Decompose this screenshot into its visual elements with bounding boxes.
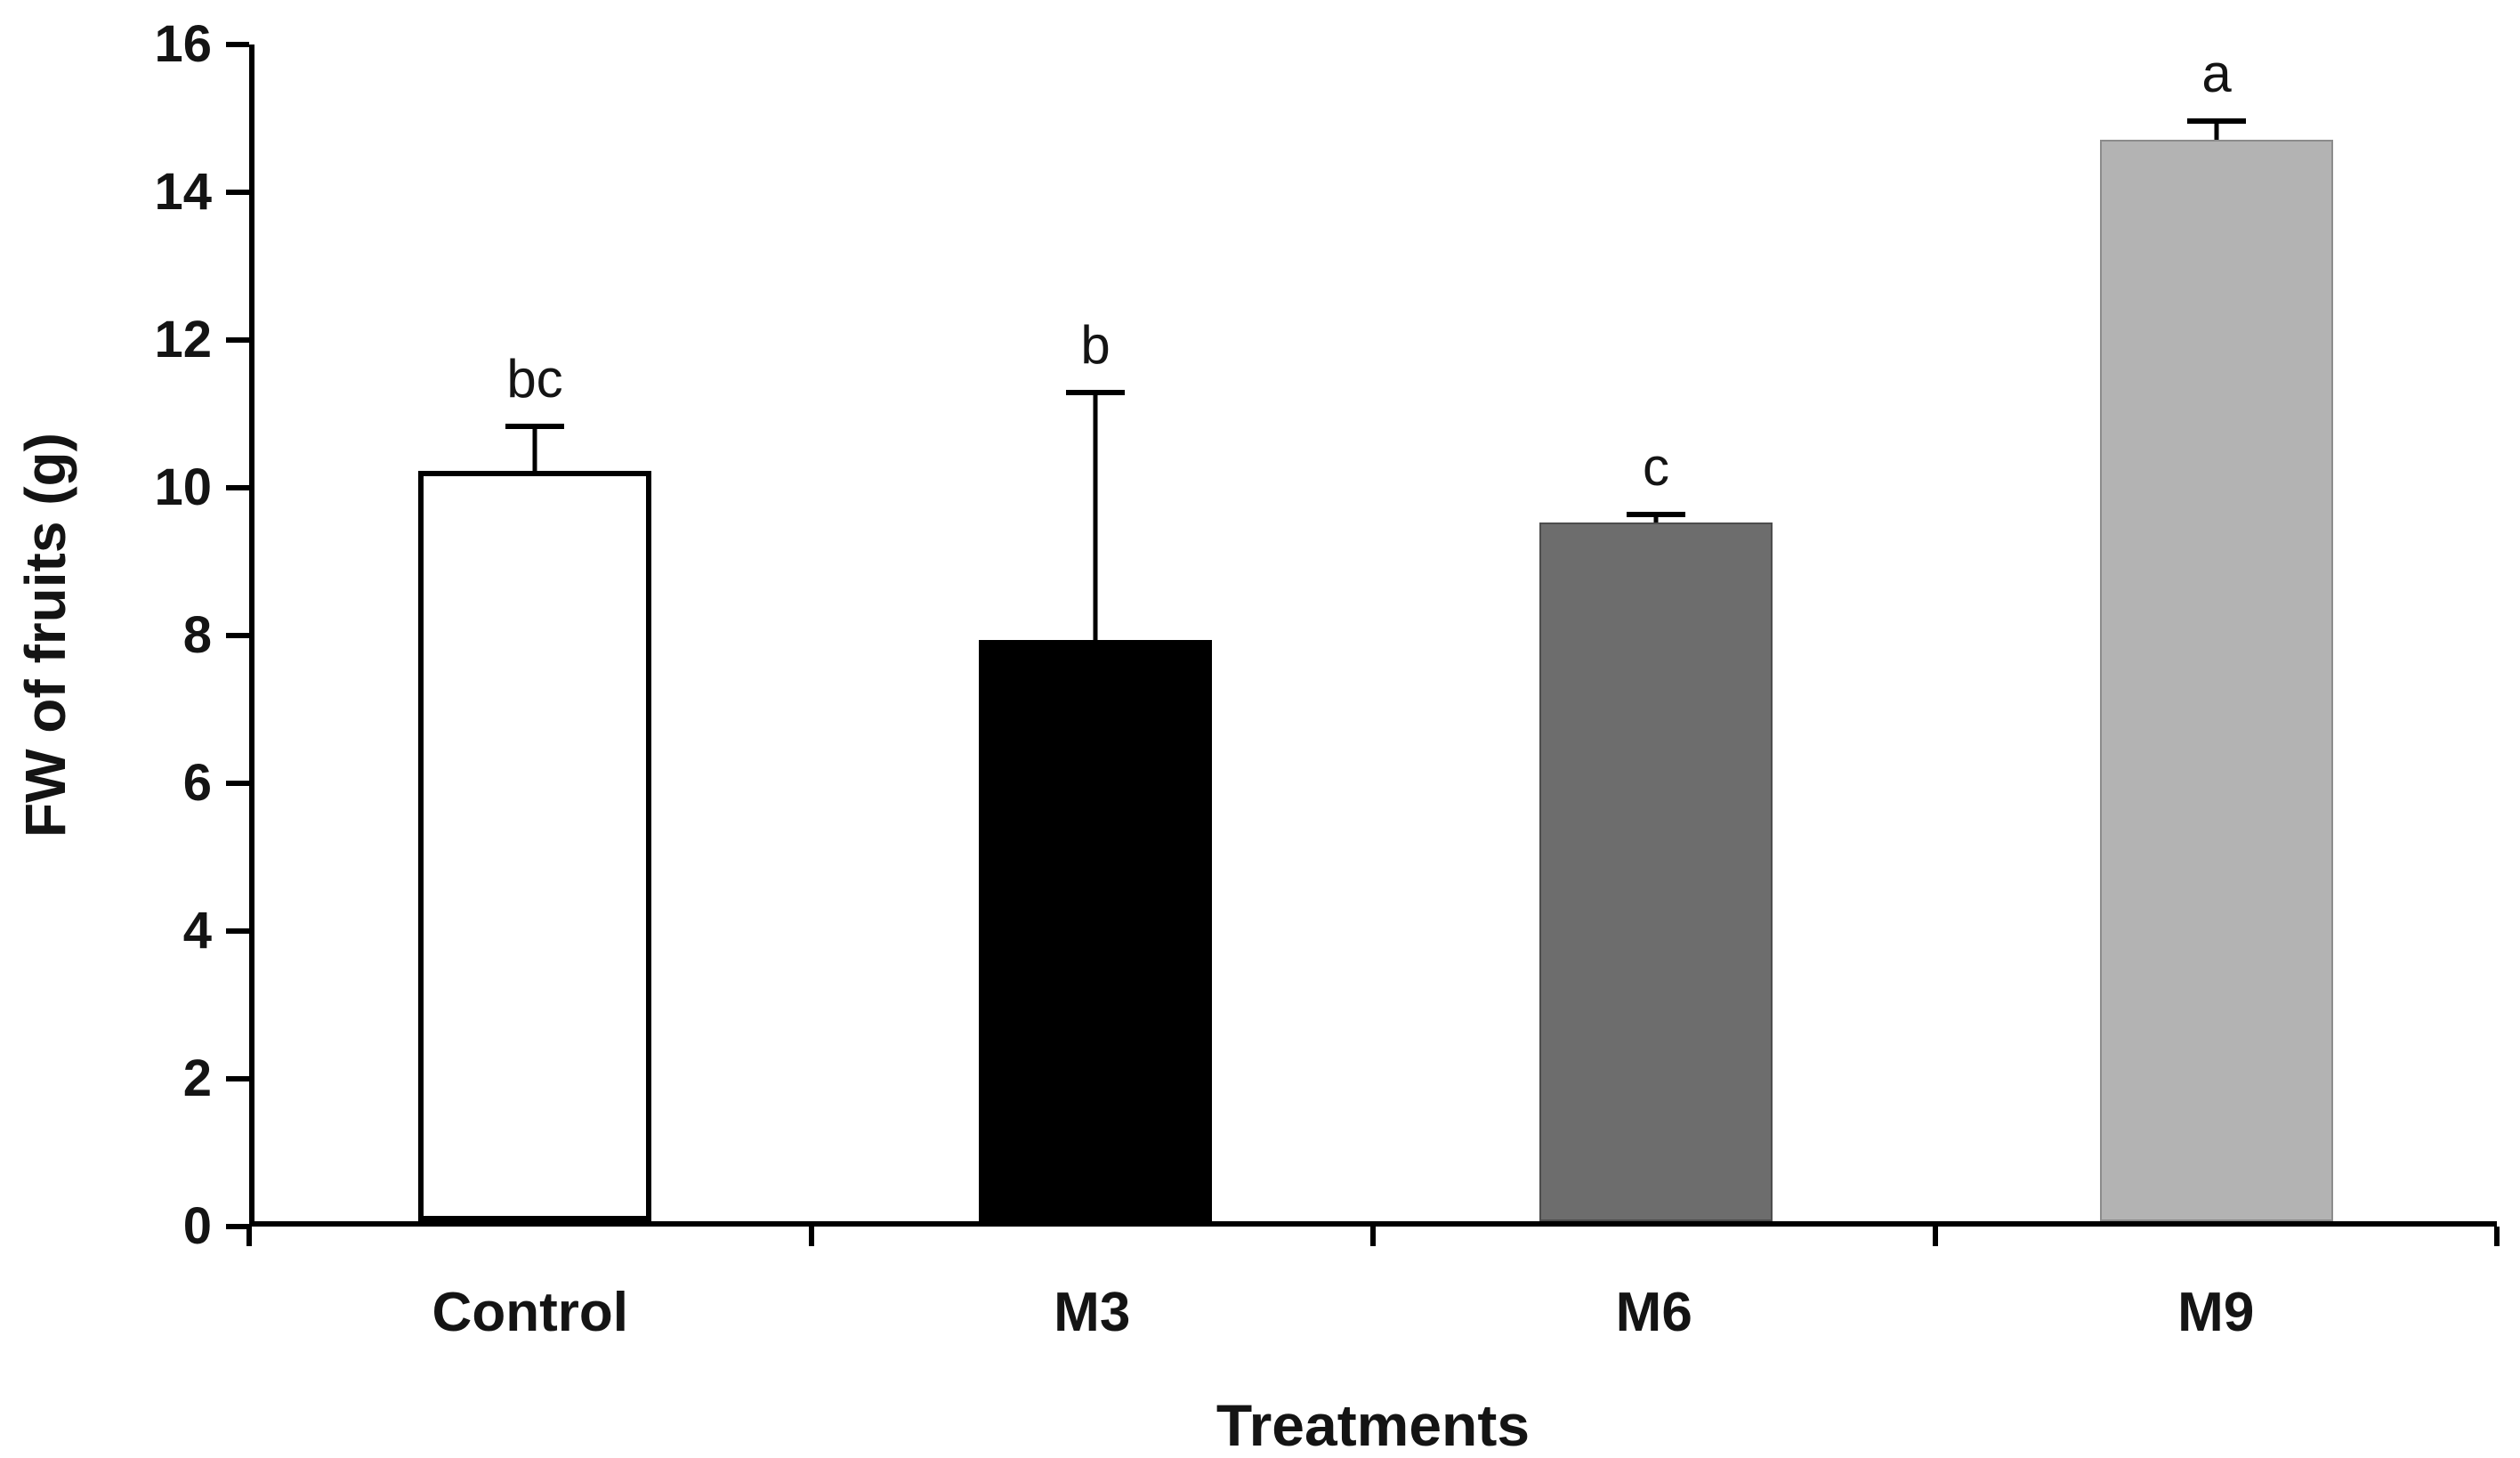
y-tick-mark xyxy=(226,1224,249,1229)
y-tick-mark xyxy=(226,190,249,195)
y-tick-label: 12 xyxy=(154,311,212,369)
y-tick-mark xyxy=(226,928,249,934)
bar-m6 xyxy=(1539,522,1773,1221)
error-bar-cap xyxy=(1066,390,1125,396)
y-tick: 4 xyxy=(183,905,249,957)
y-tick: 8 xyxy=(183,610,249,661)
error-bar-line xyxy=(532,423,537,472)
significance-letter: b xyxy=(1080,315,1111,376)
error-bar-line xyxy=(1093,390,1098,641)
y-tick-label: 6 xyxy=(182,754,212,812)
bar-slot-m3: b xyxy=(815,45,1376,1221)
y-tick: 10 xyxy=(154,462,249,514)
x-axis-label-control: Control xyxy=(432,1282,628,1343)
error-bar-cap xyxy=(2187,117,2246,124)
bar-m9 xyxy=(2100,140,2333,1221)
x-axis-labels: Control M3 M6 M9 xyxy=(249,1273,2497,1353)
y-tick-label: 16 xyxy=(154,15,212,73)
bar-control xyxy=(418,471,651,1221)
y-tick-label: 4 xyxy=(182,902,212,960)
x-tick-mark xyxy=(808,1227,814,1246)
y-tick-label: 2 xyxy=(182,1049,212,1107)
y-tick-mark xyxy=(226,1076,249,1081)
y-tick-mark xyxy=(226,42,249,47)
bar-slot-control: bc xyxy=(254,45,815,1221)
y-tick: 16 xyxy=(154,19,249,70)
y-axis: 0 2 4 6 8 10 12 14 16 xyxy=(0,19,249,1252)
error-bar-line xyxy=(2214,117,2219,141)
plot-area: bc b c a xyxy=(249,45,2497,1227)
significance-letter: a xyxy=(2201,43,2232,103)
y-tick-label: 10 xyxy=(154,458,212,516)
y-tick: 0 xyxy=(183,1201,249,1252)
y-tick: 14 xyxy=(154,166,249,218)
error-bar-cap xyxy=(1627,511,1685,517)
x-tick-mark xyxy=(1932,1227,1938,1246)
x-axis-label-m3: M3 xyxy=(1054,1282,1131,1343)
significance-letter: c xyxy=(1643,436,1669,497)
x-tick-mark xyxy=(2494,1227,2500,1246)
y-tick-mark xyxy=(226,633,249,638)
x-tick-mark xyxy=(1370,1227,1376,1246)
error-bar-line xyxy=(1653,511,1659,523)
significance-letter: bc xyxy=(506,348,563,409)
y-tick-mark xyxy=(226,485,249,490)
y-tick-label: 8 xyxy=(182,606,212,664)
x-axis-ticks xyxy=(246,1227,2500,1246)
y-tick-label: 14 xyxy=(154,163,212,221)
bar-slot-m9: a xyxy=(1936,45,2497,1221)
y-tick: 6 xyxy=(183,757,249,809)
bar-slot-m6: c xyxy=(1376,45,1936,1221)
y-tick: 2 xyxy=(183,1053,249,1105)
bar-m3 xyxy=(979,640,1212,1221)
error-bar-cap xyxy=(505,423,564,429)
x-axis-label-m6: M6 xyxy=(1615,1282,1692,1343)
y-tick-mark xyxy=(226,337,249,343)
x-axis-label-m9: M9 xyxy=(2177,1282,2255,1343)
x-tick-mark xyxy=(246,1227,252,1246)
y-tick-label: 0 xyxy=(182,1197,212,1255)
y-tick: 12 xyxy=(154,314,249,366)
x-axis-title: Treatments xyxy=(1216,1392,1531,1458)
y-tick-mark xyxy=(226,781,249,786)
